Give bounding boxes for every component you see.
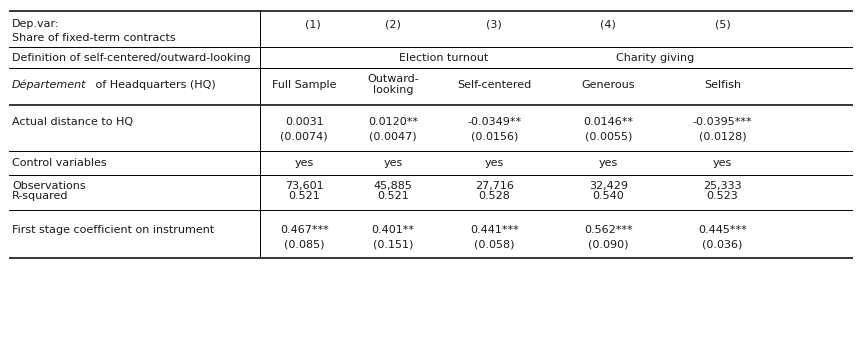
Text: Département: Département (12, 79, 86, 90)
Text: 0.445***: 0.445*** (697, 225, 746, 235)
Text: (0.0128): (0.0128) (697, 132, 746, 142)
Text: (4): (4) (600, 20, 616, 30)
Text: Selfish: Selfish (703, 79, 740, 89)
Text: 45,885: 45,885 (373, 181, 412, 191)
Text: Observations: Observations (12, 181, 85, 191)
Text: 0.0031: 0.0031 (285, 117, 323, 127)
Text: 0.0146**: 0.0146** (583, 117, 633, 127)
Text: (0.0074): (0.0074) (280, 132, 328, 142)
Text: yes: yes (484, 158, 504, 168)
Text: 27,716: 27,716 (474, 181, 513, 191)
Text: 0.0120**: 0.0120** (368, 117, 418, 127)
Text: yes: yes (383, 158, 402, 168)
Text: yes: yes (598, 158, 617, 168)
Text: R-squared: R-squared (12, 192, 68, 201)
Text: Election turnout: Election turnout (399, 53, 487, 63)
Text: (0.090): (0.090) (587, 240, 628, 250)
Text: -0.0395***: -0.0395*** (692, 117, 752, 127)
Text: (1): (1) (305, 20, 320, 30)
Text: Outward-
looking: Outward- looking (367, 74, 418, 95)
Text: 0.441***: 0.441*** (469, 225, 518, 235)
Text: -0.0349**: -0.0349** (467, 117, 521, 127)
Text: (0.151): (0.151) (372, 240, 412, 250)
Text: 0.528: 0.528 (478, 192, 510, 201)
Text: 0.521: 0.521 (376, 192, 408, 201)
Text: Self-centered: Self-centered (456, 79, 531, 89)
Text: Full Sample: Full Sample (272, 79, 336, 89)
Text: (0.0047): (0.0047) (369, 132, 417, 142)
Text: Dep.var:: Dep.var: (12, 20, 59, 30)
Text: (2): (2) (385, 20, 400, 30)
Text: 0.523: 0.523 (706, 192, 738, 201)
Text: Control variables: Control variables (12, 158, 107, 168)
Text: yes: yes (712, 158, 731, 168)
Text: (3): (3) (486, 20, 502, 30)
Text: 0.467***: 0.467*** (280, 225, 328, 235)
Text: Charity giving: Charity giving (615, 53, 693, 63)
Text: 0.521: 0.521 (288, 192, 319, 201)
Text: Actual distance to HQ: Actual distance to HQ (12, 117, 133, 127)
Text: yes: yes (294, 158, 313, 168)
Text: (0.036): (0.036) (702, 240, 742, 250)
Text: (0.058): (0.058) (474, 240, 514, 250)
Text: 32,429: 32,429 (588, 181, 627, 191)
Text: Generous: Generous (581, 79, 635, 89)
Text: 0.562***: 0.562*** (584, 225, 632, 235)
Text: 25,333: 25,333 (703, 181, 741, 191)
Text: 73,601: 73,601 (285, 181, 323, 191)
Text: 0.540: 0.540 (592, 192, 623, 201)
Text: (0.085): (0.085) (284, 240, 324, 250)
Text: (0.0156): (0.0156) (470, 132, 517, 142)
Text: Share of fixed-term contracts: Share of fixed-term contracts (12, 33, 176, 43)
Text: 0.401**: 0.401** (371, 225, 414, 235)
Text: (0.0055): (0.0055) (584, 132, 631, 142)
Text: First stage coefficient on instrument: First stage coefficient on instrument (12, 225, 214, 235)
Text: Definition of self-centered/outward-looking: Definition of self-centered/outward-look… (12, 53, 251, 63)
Text: (5): (5) (714, 20, 729, 30)
Text: of Headquarters (HQ): of Headquarters (HQ) (92, 79, 216, 89)
